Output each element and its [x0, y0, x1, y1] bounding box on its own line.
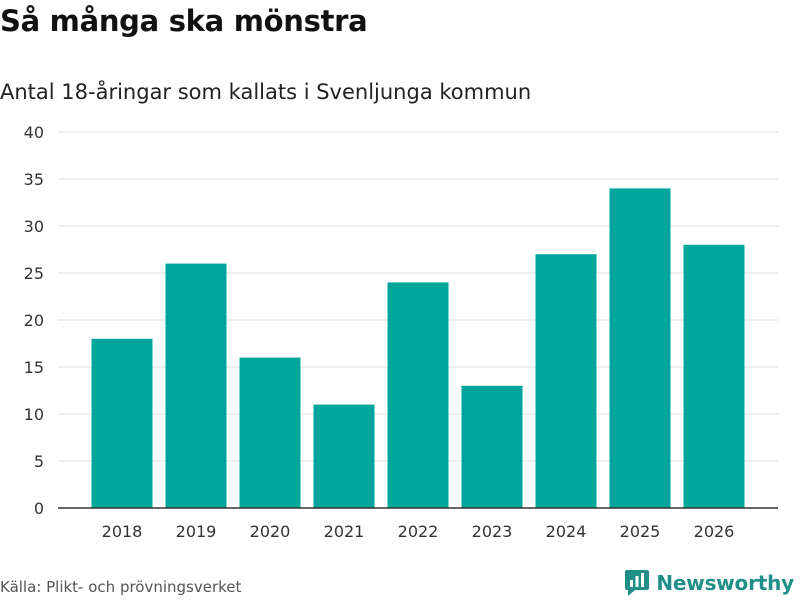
brand-name: Newsworthy	[656, 571, 794, 595]
x-tick-label: 2018	[102, 522, 143, 541]
chart-subtitle: Antal 18-åringar som kallats i Svenljung…	[0, 80, 532, 104]
source-note: Källa: Plikt- och prövningsverket	[0, 578, 242, 596]
bar	[683, 244, 745, 509]
x-tick-label: 2025	[620, 522, 661, 541]
x-tick-label: 2024	[546, 522, 587, 541]
brand-logo[interactable]: Newsworthy	[624, 569, 794, 597]
x-tick-label: 2026	[694, 522, 735, 541]
bar	[461, 385, 523, 508]
bar	[165, 263, 227, 508]
y-tick-label: 15	[24, 358, 44, 377]
newsworthy-logo-icon	[625, 570, 650, 596]
bar	[239, 357, 301, 508]
bar	[535, 254, 597, 508]
y-tick-label: 30	[24, 217, 44, 236]
x-tick-label: 2019	[176, 522, 217, 541]
x-tick-label: 2021	[324, 522, 365, 541]
y-tick-label: 0	[34, 499, 44, 518]
x-tick-label: 2022	[398, 522, 439, 541]
x-tick-label: 2023	[472, 522, 513, 541]
y-tick-label: 5	[34, 452, 44, 471]
bar	[91, 338, 153, 508]
y-tick-label: 20	[24, 311, 44, 330]
y-tick-label: 40	[24, 123, 44, 142]
chart-title: Så många ska mönstra	[0, 4, 368, 38]
bar	[609, 188, 671, 508]
y-tick-label: 25	[24, 264, 44, 283]
y-tick-label: 35	[24, 170, 44, 189]
bar	[387, 282, 449, 508]
bar	[313, 404, 375, 508]
x-tick-label: 2020	[250, 522, 291, 541]
y-tick-label: 10	[24, 405, 44, 424]
